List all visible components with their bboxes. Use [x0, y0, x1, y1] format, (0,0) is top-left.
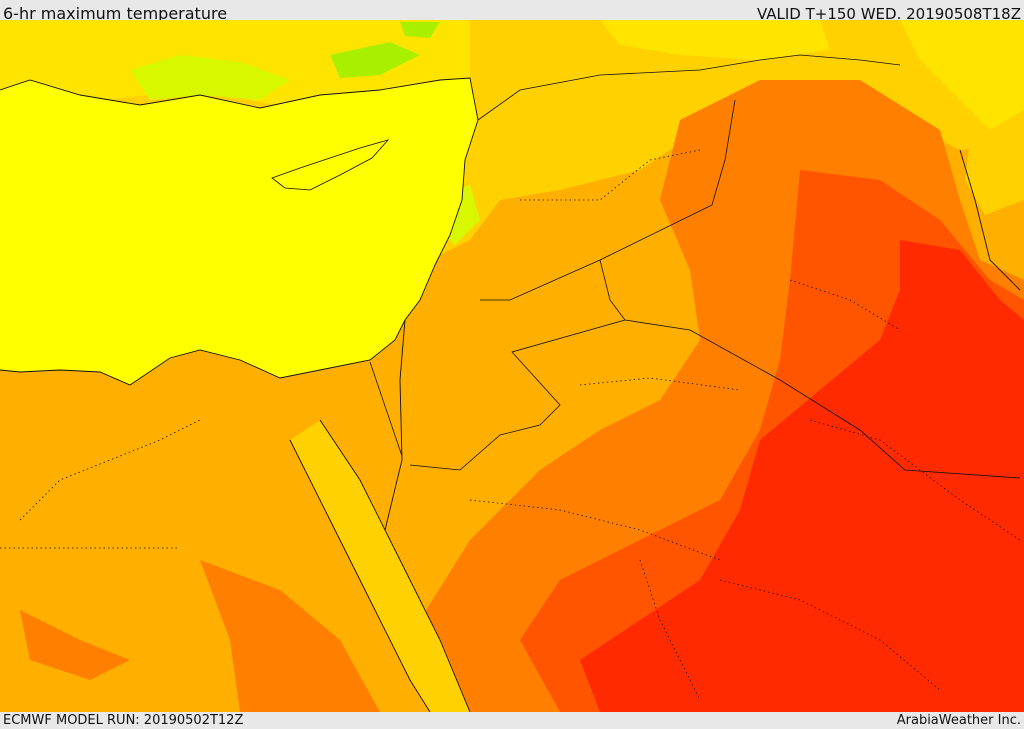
- country-borders: [369, 54, 1021, 479]
- red-sea: [290, 420, 470, 712]
- temperature-map: [0, 20, 1024, 712]
- province-lines: [0, 149, 1021, 701]
- temp-zone-egypt-hot-2: [200, 560, 380, 712]
- cyprus-outline: [271, 139, 390, 191]
- mediterranean-sea: [0, 78, 478, 385]
- valid-time: VALID T+150 WED. 20190508T18Z: [756, 5, 1021, 23]
- temp-zone-iran: [965, 120, 1024, 215]
- temp-zone-green-3: [400, 22, 440, 38]
- coastlines: [0, 77, 1021, 712]
- map-footer: ECMWF MODEL RUN: 20190502T12Z ArabiaWeat…: [0, 712, 1024, 729]
- temp-zone-green-2: [330, 42, 420, 78]
- temp-zone-green-1: [130, 55, 290, 100]
- temp-zone-egypt-hot-1: [20, 610, 130, 680]
- map-header: 6-hr maximum temperature VALID T+150 WED…: [0, 0, 1024, 23]
- model-run: ECMWF MODEL RUN: 20190502T12Z: [3, 713, 244, 728]
- temp-zone-zagros: [900, 20, 1024, 130]
- map-title: 6-hr maximum temperature: [3, 4, 228, 23]
- temp-zone-extreme: [580, 240, 1024, 712]
- credit: ArabiaWeather Inc.: [896, 713, 1021, 728]
- temp-zone-turkey-east: [600, 20, 830, 60]
